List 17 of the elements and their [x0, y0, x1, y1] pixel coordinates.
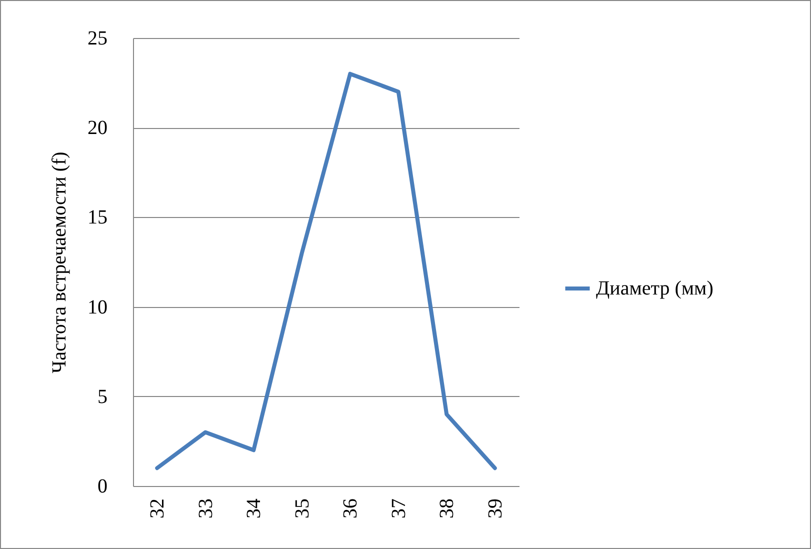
y-tick-label: 15	[88, 206, 108, 229]
x-tick-label: 38	[436, 498, 458, 518]
x-tick-label: 32	[146, 498, 169, 518]
y-tick-label: 10	[88, 296, 108, 318]
y-tick-label: 0	[98, 476, 108, 498]
y-tick-label: 25	[88, 28, 108, 50]
legend-label: Диаметр (мм)	[596, 278, 714, 300]
x-tick-label: 37	[388, 498, 410, 518]
x-tick-label: 36	[340, 498, 362, 518]
x-tick-label: 33	[194, 498, 217, 518]
y-axis-title: Частота встречаемости (f)	[48, 152, 70, 374]
line-series	[155, 72, 497, 470]
y-tick-label: 20	[88, 117, 108, 140]
y-tick-label: 5	[98, 386, 108, 408]
x-tick-label: 39	[484, 498, 506, 518]
x-tick-label: 34	[243, 498, 266, 518]
x-tick-label: 35	[291, 498, 314, 518]
